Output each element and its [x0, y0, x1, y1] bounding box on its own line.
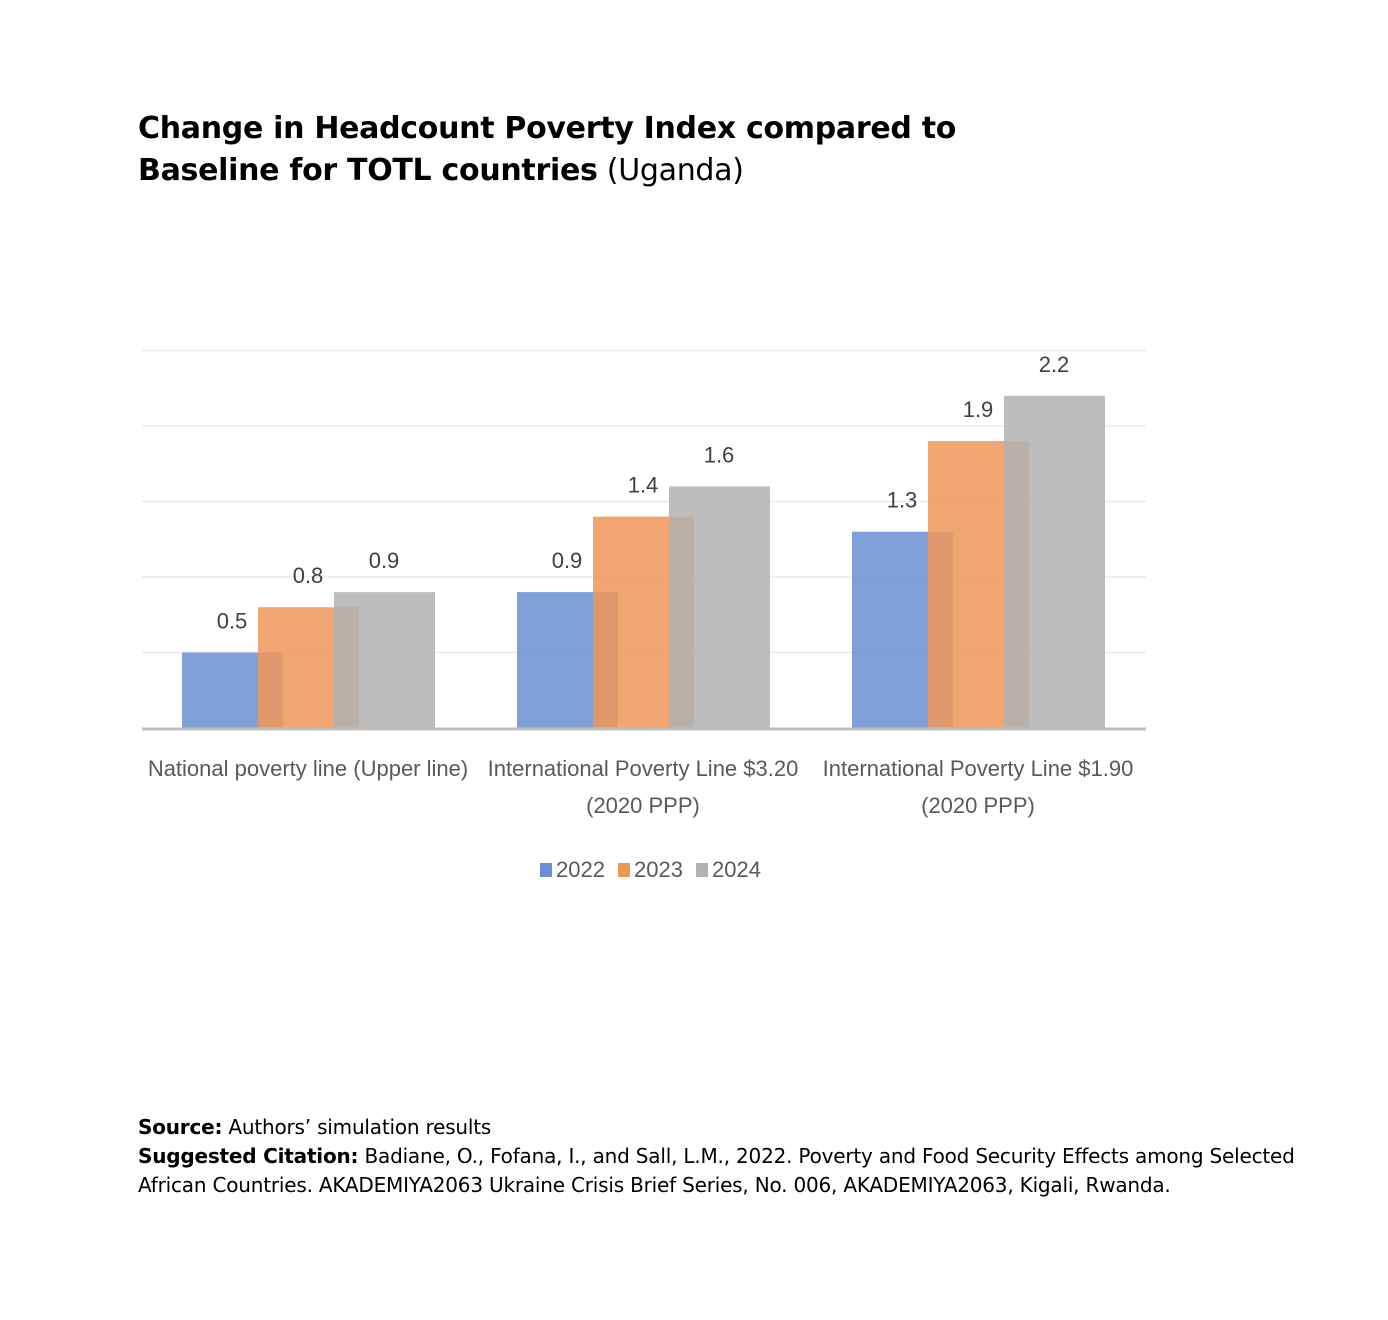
title-line-1: Change in Headcount Poverty Index compar… [138, 111, 957, 146]
footer: Source: Authors’ simulation results Sugg… [138, 1113, 1368, 1200]
data-label: 0.8 [293, 563, 324, 588]
bar-2024 [334, 592, 435, 728]
title-line-2-country: (Uganda) [597, 153, 744, 188]
title-line-2-bold: Baseline for TOTL countries [138, 153, 598, 188]
bar-2024 [669, 486, 770, 728]
data-label: 1.3 [887, 488, 918, 513]
data-label: 1.6 [704, 442, 735, 467]
legend-swatch-2024 [696, 863, 708, 877]
citation-label: Suggested Citation: [138, 1144, 359, 1168]
data-label: 2.2 [1039, 352, 1070, 377]
legend-label-2022: 2022 [556, 857, 605, 882]
legend-swatch-2022 [540, 863, 552, 877]
category-label: National poverty line (Upper line) [148, 756, 468, 781]
category-label: International Poverty Line $1.90 [823, 756, 1134, 781]
bar-2024 [1004, 395, 1105, 728]
source-label: Source: [138, 1115, 223, 1139]
data-label: 0.9 [552, 548, 583, 573]
data-label: 1.4 [628, 473, 659, 498]
data-label: 0.5 [217, 609, 248, 634]
chart-title: Change in Headcount Poverty Index compar… [138, 108, 1038, 192]
category-label: (2020 PPP) [586, 793, 700, 818]
data-label: 1.9 [963, 397, 994, 422]
data-label: 0.9 [369, 548, 400, 573]
legend-label-2024: 2024 [712, 857, 761, 882]
legend-label-2023: 2023 [634, 857, 683, 882]
category-label: International Poverty Line $3.20 [488, 756, 799, 781]
category-label: (2020 PPP) [921, 793, 1035, 818]
legend-swatch-2023 [618, 863, 630, 877]
source-text: Authors’ simulation results [222, 1115, 492, 1139]
citation-text: Badiane, O., Fofana, I., and Sall, L.M.,… [138, 1144, 1295, 1197]
